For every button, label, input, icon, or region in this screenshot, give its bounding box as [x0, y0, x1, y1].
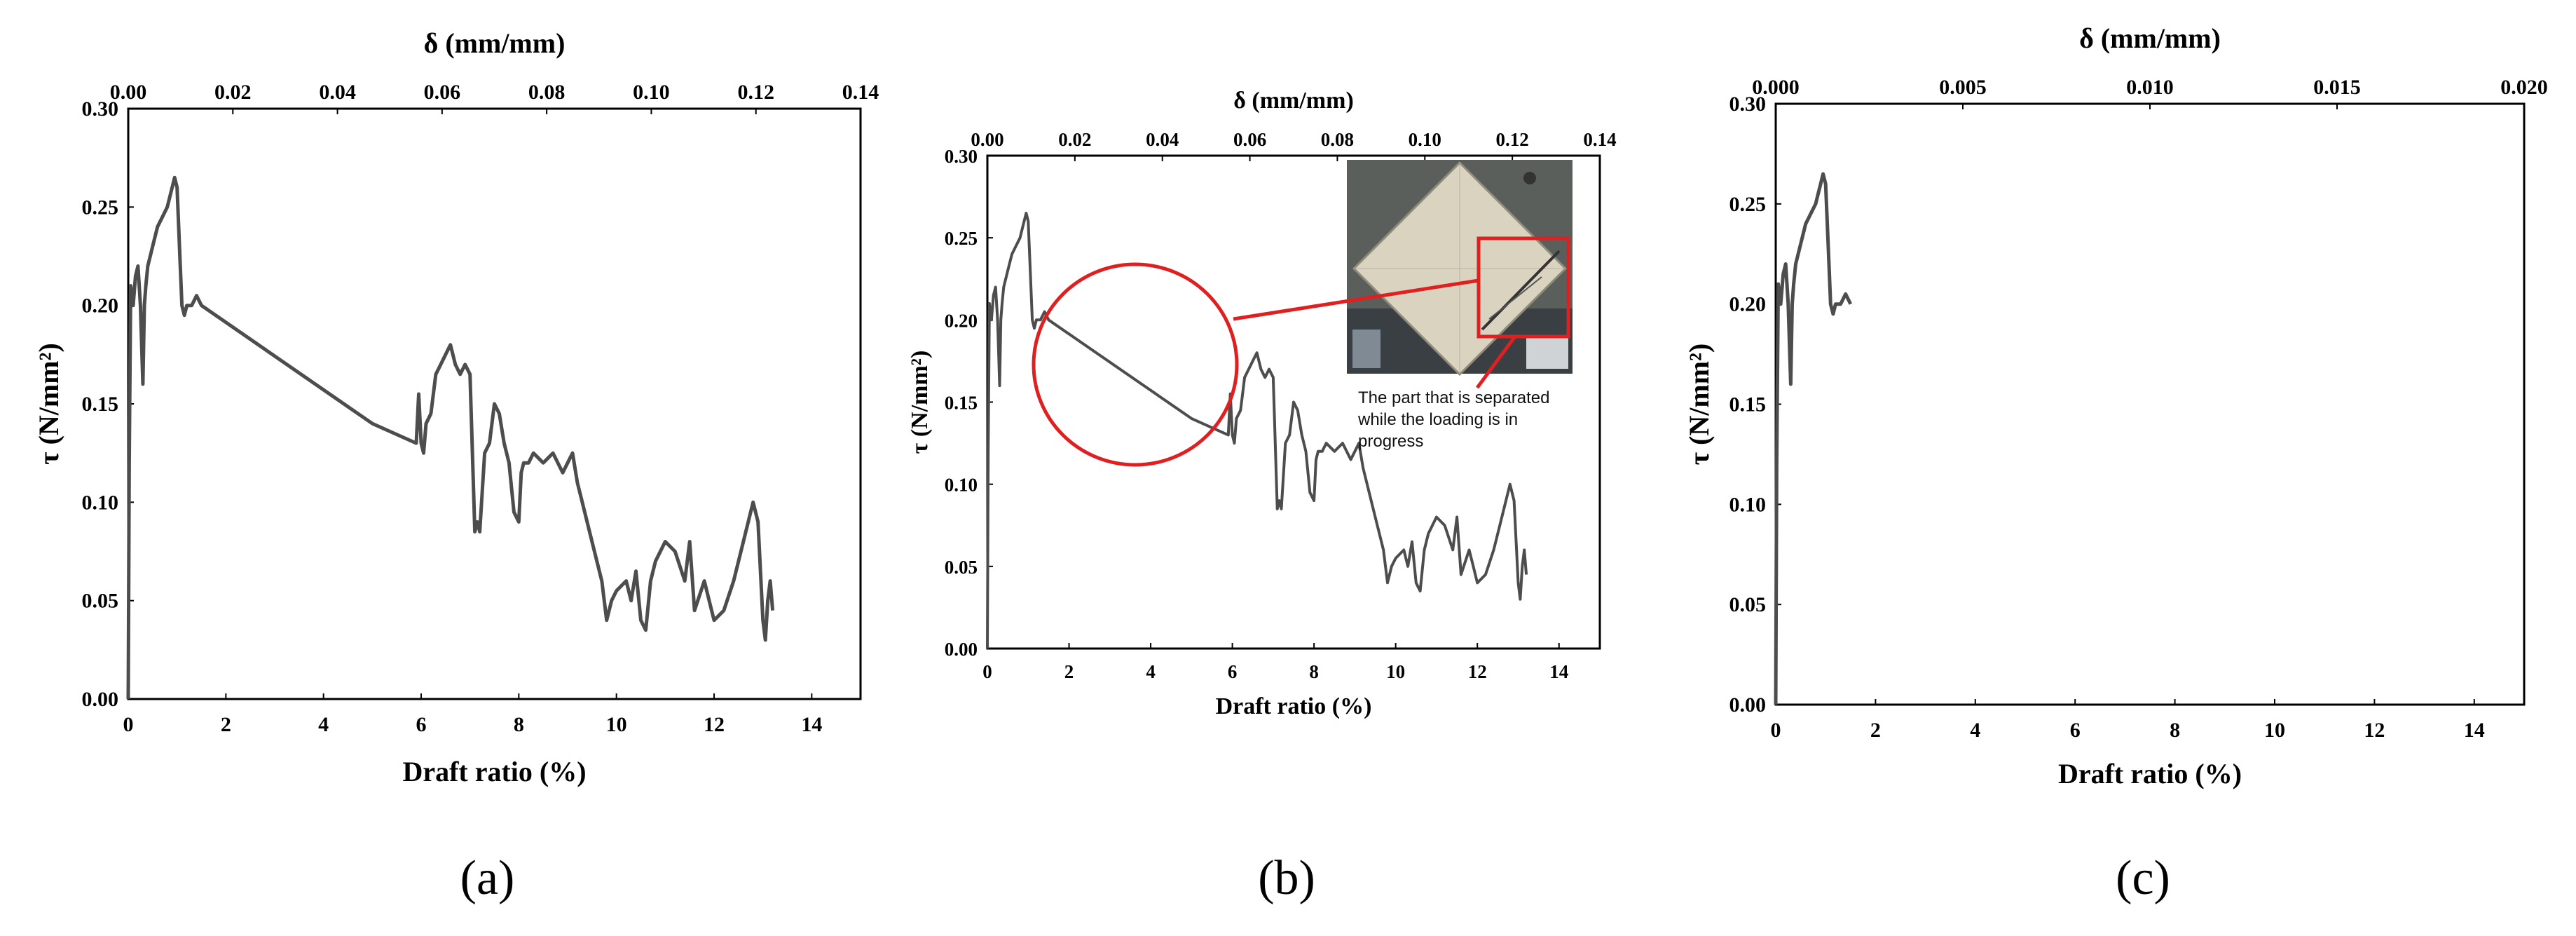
plot-frame [1774, 102, 2526, 706]
y-tick-label: 0.15 [1729, 393, 1767, 416]
panel-a: 0.00 0.05 0.10 0.15 0.20 0.25 0.30 0 2 4 6 8 10 12 14 0… [33, 27, 879, 905]
x2-tick-label: 0.02 [214, 81, 252, 104]
x-tick-label: 0 [982, 661, 992, 682]
x-tick-label: 2 [1870, 719, 1881, 742]
annotation-text: while the loading is in [1357, 410, 1518, 429]
x2-tick-label: 0.08 [1321, 129, 1354, 150]
y-tick-label: 0.30 [945, 146, 978, 167]
x2-tick-label: 0.015 [2313, 76, 2361, 99]
x2-tick-label: 0.04 [319, 81, 356, 104]
x2-tick-label: 0.00 [971, 129, 1003, 150]
photo-equipment [1526, 335, 1568, 369]
x2-tick-label: 0.06 [424, 81, 461, 104]
y-tick-label: 0.05 [1729, 593, 1767, 616]
panel-label: (b) [1258, 851, 1315, 905]
x-tick-label: 4 [1146, 661, 1156, 682]
callout-line [1475, 335, 1517, 389]
y-tick-label: 0.15 [945, 393, 978, 414]
x-tick-label: 2 [1064, 661, 1074, 682]
panel-label: (c) [2116, 851, 2170, 905]
x2-tick-label: 0.12 [737, 81, 774, 104]
x-tick-label: 0 [1771, 719, 1781, 742]
x-tick-label: 14 [2464, 719, 2485, 742]
x2-tick-label: 0.10 [633, 81, 670, 104]
x2-tick-label: 0.10 [1409, 129, 1441, 150]
x2-tick-label: 0.08 [528, 81, 566, 104]
y-tick-label: 0.05 [945, 557, 978, 578]
data-line [986, 212, 1528, 649]
y-tick-label: 0.00 [1729, 693, 1767, 717]
x-tick-label: 4 [1970, 719, 1980, 742]
y-tick-label: 0.20 [945, 310, 978, 331]
x-axis-title: Draft ratio (%) [402, 756, 586, 787]
annotation-text: progress [1358, 432, 1423, 451]
y-tick-label: 0.10 [945, 475, 978, 496]
y-tick-label: 0.00 [82, 688, 119, 711]
x-tick-label: 6 [416, 713, 427, 736]
y-tick-label: 0.10 [82, 491, 119, 514]
x2-tick-label: 0.06 [1233, 129, 1266, 150]
annotation-text: The part that is separated [1358, 388, 1550, 407]
callout-line [1233, 278, 1479, 321]
x2-tick-label: 0.00 [110, 81, 147, 104]
x2-tick-label: 0.005 [1939, 76, 1987, 99]
x2-axis-title: δ (mm/mm) [424, 27, 566, 59]
y-tick-label: 0.25 [945, 228, 978, 249]
x-tick-label: 14 [1549, 661, 1568, 682]
y-axis-title: τ (N/mm²) [33, 343, 64, 465]
load-point [1523, 172, 1536, 184]
y-tick-label: 0.20 [82, 294, 119, 318]
y-tick-label: 0.25 [82, 196, 119, 219]
x-tick-label: 6 [1228, 661, 1238, 682]
x-axis-title: Draft ratio (%) [1216, 693, 1372, 719]
highlight-circle [1032, 262, 1239, 467]
x2-tick-label: 0.14 [1583, 129, 1616, 150]
highlight-box [1477, 236, 1570, 339]
x-tick-label: 12 [1468, 661, 1487, 682]
x2-tick-label: 0.010 [2126, 76, 2174, 99]
x2-tick-label: 0.02 [1058, 129, 1091, 150]
x2-axis-title: δ (mm/mm) [2079, 22, 2221, 54]
x-tick-label: 8 [1309, 661, 1319, 682]
specimen-crack [1488, 276, 1542, 320]
x-tick-label: 10 [606, 713, 627, 736]
specimen-crack [1481, 250, 1561, 331]
x2-tick-label: 0.04 [1146, 129, 1179, 150]
x2-tick-label: 0.12 [1496, 129, 1529, 150]
x-axis-title: Draft ratio (%) [2058, 758, 2242, 789]
x-tick-label: 10 [1386, 661, 1405, 682]
y-tick-label: 0.15 [82, 393, 119, 416]
x-tick-label: 10 [2264, 719, 2285, 742]
x-tick-label: 12 [2364, 719, 2385, 742]
x-tick-label: 8 [2170, 719, 2180, 742]
y-tick-label: 0.20 [1729, 293, 1767, 316]
x-tick-label: 8 [514, 713, 524, 736]
y-axis-title: τ (N/mm²) [907, 351, 933, 454]
y-tick-label: 0.30 [1729, 93, 1767, 116]
x-tick-label: 12 [704, 713, 725, 736]
x-tick-label: 2 [221, 713, 231, 736]
panel-c: 0.00 0.05 0.10 0.15 0.20 0.25 0.30 0 2 4 6 8 10 12 14 0… [1683, 22, 2548, 905]
photo-equipment [1352, 330, 1381, 368]
x-tick-label: 6 [2070, 719, 2081, 742]
y-tick-label: 0.10 [1729, 493, 1767, 516]
data-line [1774, 172, 1853, 705]
panel-label: (a) [460, 851, 515, 905]
x-tick-label: 4 [318, 713, 329, 736]
data-line [126, 175, 775, 700]
x2-tick-label: 0.020 [2500, 76, 2548, 99]
x-tick-label: 14 [801, 713, 822, 736]
y-tick-label: 0.05 [82, 590, 119, 613]
x2-tick-label: 0.000 [1752, 76, 1800, 99]
inset-photo [1347, 160, 1573, 377]
y-tick-label: 0.30 [82, 97, 119, 121]
panel-b: 0.00 0.05 0.10 0.15 0.20 0.25 0.30 0 2 4 6 8 10 12 14 0… [907, 88, 1617, 905]
y-axis-title: τ (N/mm²) [1683, 344, 1715, 466]
x2-tick-label: 0.14 [842, 81, 879, 104]
x-tick-label: 0 [123, 713, 134, 736]
y-tick-label: 0.00 [945, 639, 978, 660]
x2-axis-title: δ (mm/mm) [1233, 88, 1354, 114]
y-tick-label: 0.25 [1729, 193, 1767, 216]
